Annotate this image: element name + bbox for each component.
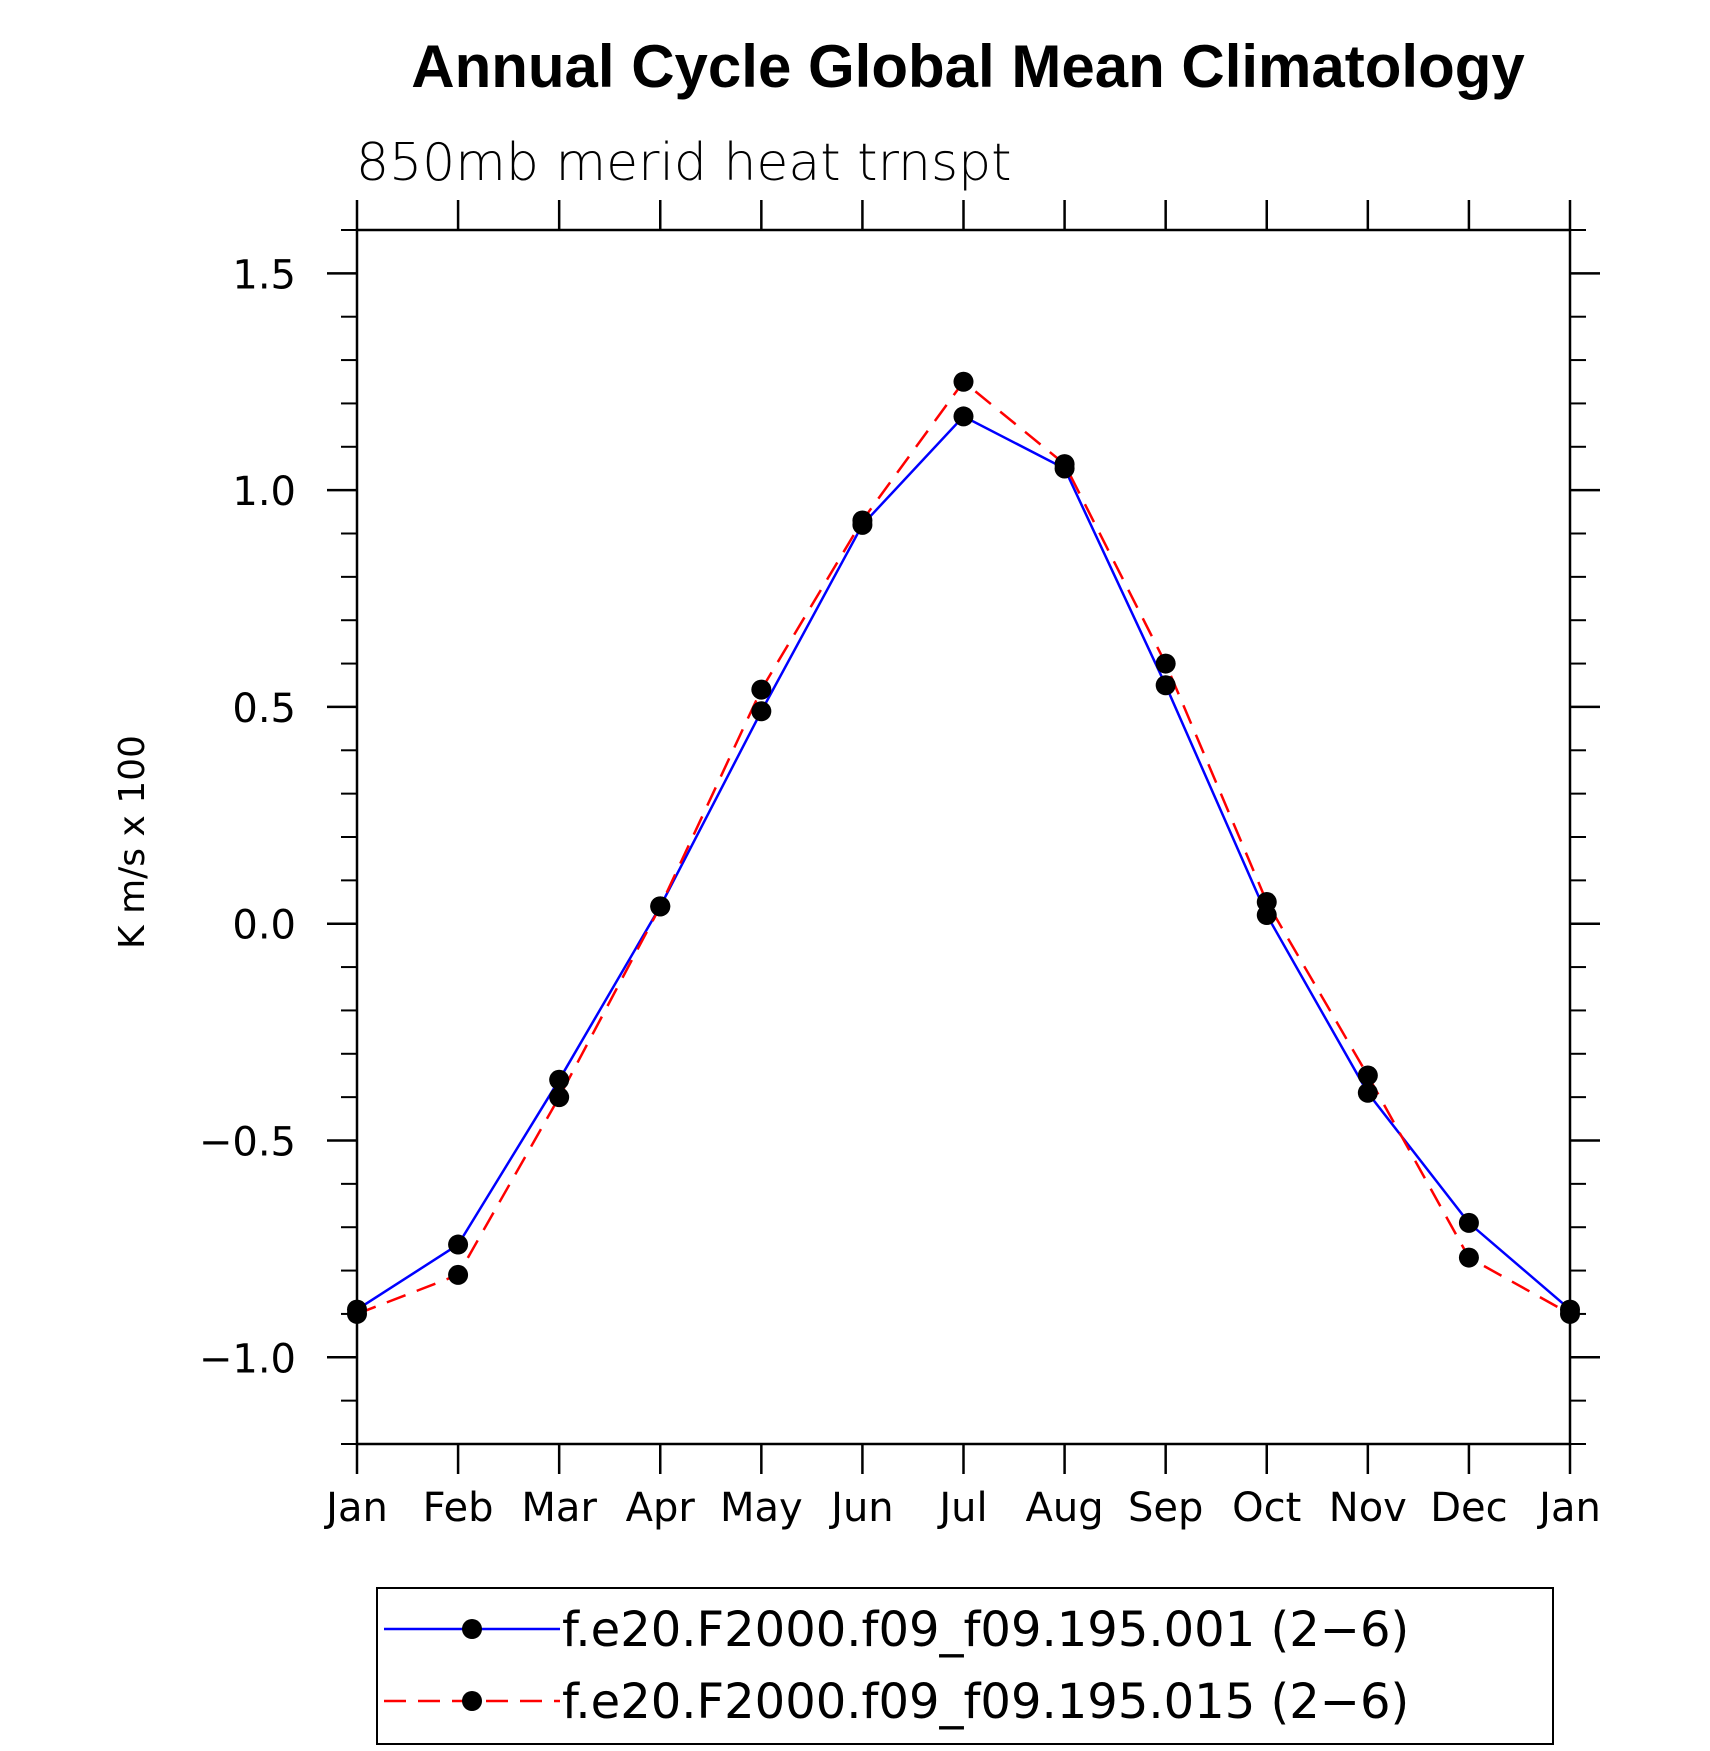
series-1-point xyxy=(448,1234,469,1255)
chart-title: Annual Cycle Global Mean Climatology xyxy=(411,33,1525,100)
series-1-point xyxy=(953,406,974,427)
x-tick-label: Aug xyxy=(1026,1485,1104,1531)
series-2-point xyxy=(448,1264,469,1285)
y-tick-label: −0.5 xyxy=(199,1120,296,1166)
chart-subtitle: 850mb merid heat trnspt xyxy=(356,133,1011,193)
legend-box xyxy=(376,1587,1554,1745)
legend-marker-2 xyxy=(462,1691,482,1711)
series-1-point xyxy=(1357,1082,1378,1103)
x-tick-label: Jan xyxy=(323,1485,388,1531)
series-line-1 xyxy=(356,414,1571,1311)
legend-marker-1 xyxy=(462,1619,482,1639)
series-2-point xyxy=(1560,1303,1580,1324)
x-tick-label: Dec xyxy=(1430,1485,1507,1531)
series-1-point xyxy=(1155,675,1176,696)
y-tick-label: 1.0 xyxy=(232,469,296,515)
y-tick-label: 0.5 xyxy=(232,686,296,732)
x-tick-label: Jul xyxy=(936,1485,987,1531)
series-2-point xyxy=(650,896,671,917)
series-2-point xyxy=(1357,1065,1378,1086)
y-tick-label: 1.5 xyxy=(232,252,296,298)
y-axis-label: K m/s x 100 xyxy=(112,735,153,949)
series-2-point xyxy=(549,1087,570,1108)
series-2-point xyxy=(1155,653,1176,674)
plot-area: Jan Feb Mar Apr May Jun Jul Aug Sep Oct Nov Dec Jan −… xyxy=(199,200,1601,1531)
x-tick-label: Sep xyxy=(1128,1485,1203,1531)
series-2-point xyxy=(1054,454,1075,475)
series-2-point xyxy=(1256,892,1277,913)
legend-label-1: f.e20.F2000.f09_f09.195.001 (2−6) xyxy=(562,1602,1409,1658)
series-line-2 xyxy=(356,379,1571,1316)
x-tick-label: Nov xyxy=(1329,1485,1407,1531)
x-tick-label: Jun xyxy=(828,1485,894,1531)
y-tick-label: 0.0 xyxy=(232,903,296,949)
series-2-point xyxy=(347,1303,367,1324)
series-2-point xyxy=(852,510,873,531)
x-tick-label: Jan xyxy=(1536,1485,1601,1531)
x-tick-label: Feb xyxy=(423,1485,494,1531)
series-1-point xyxy=(549,1069,570,1090)
series-2-point xyxy=(953,371,974,392)
series-1-point xyxy=(1458,1212,1479,1233)
x-tick-label: Oct xyxy=(1232,1485,1301,1531)
legend: f.e20.F2000.f09_f09.195.001 (2−6) f.e20.F… xyxy=(376,1587,1554,1745)
y-tick-label: −1.0 xyxy=(199,1336,296,1382)
series-2-point xyxy=(1458,1247,1479,1268)
legend-label-2: f.e20.F2000.f09_f09.195.015 (2−6) xyxy=(562,1674,1409,1730)
series-2-point xyxy=(751,679,772,700)
x-tick-label: Apr xyxy=(626,1485,696,1531)
series-1-point xyxy=(751,701,772,722)
x-tick-label: Mar xyxy=(521,1485,597,1531)
x-tick-label: May xyxy=(720,1485,803,1531)
